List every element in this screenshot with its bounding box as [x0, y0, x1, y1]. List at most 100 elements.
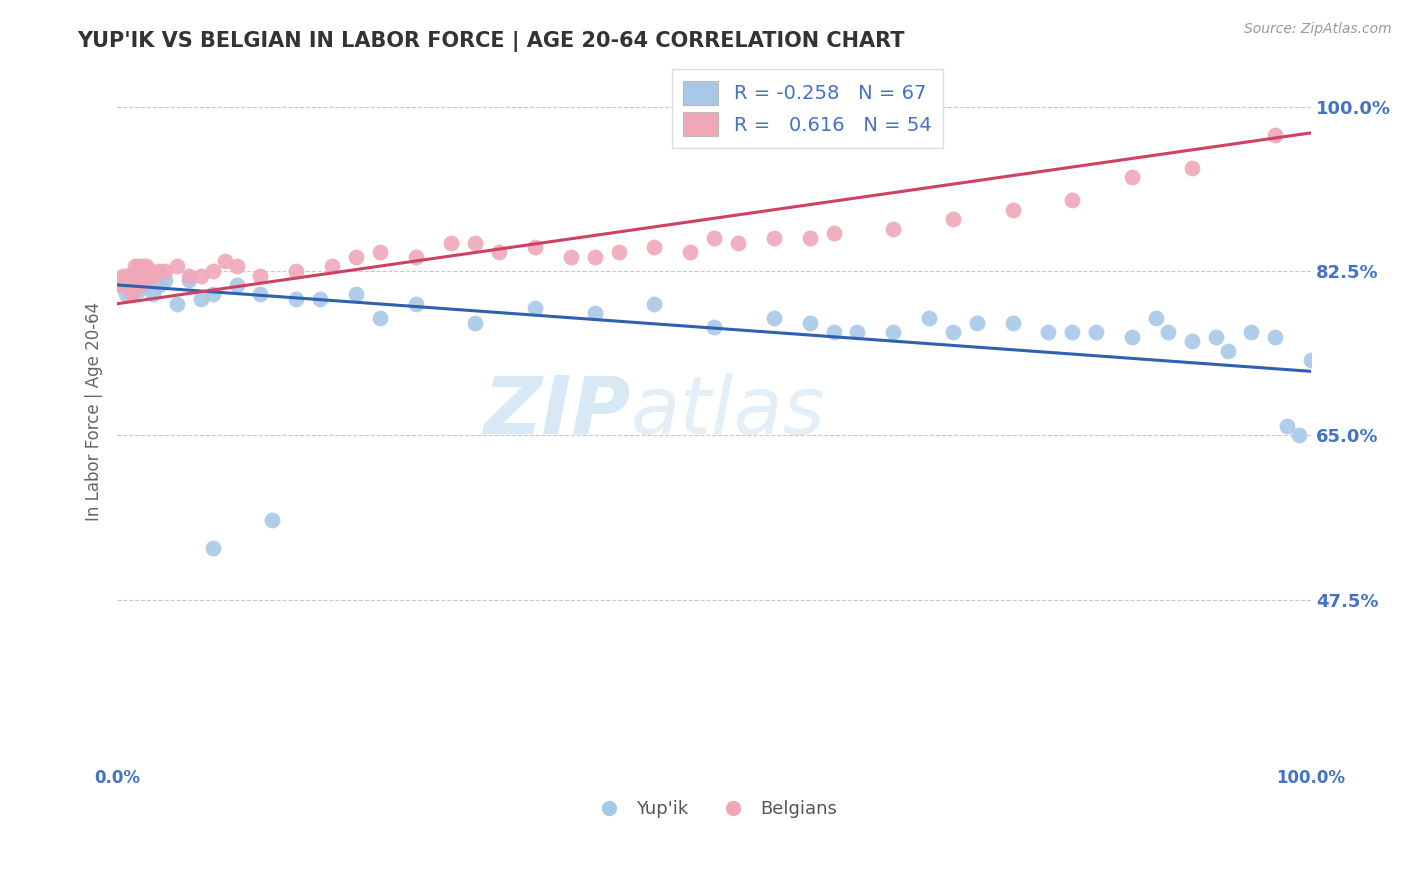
Point	[918, 310, 941, 325]
Point	[112, 277, 135, 292]
Point	[643, 297, 665, 311]
Point	[114, 287, 136, 301]
Point	[132, 259, 155, 273]
Point	[344, 287, 367, 301]
Point	[643, 240, 665, 254]
Point	[942, 212, 965, 227]
Point	[145, 273, 167, 287]
Point	[225, 259, 247, 273]
Point	[148, 264, 170, 278]
Point	[153, 273, 176, 287]
Text: atlas: atlas	[630, 373, 825, 450]
Point	[524, 301, 547, 316]
Point	[368, 310, 391, 325]
Point	[135, 259, 157, 273]
Point	[1085, 325, 1108, 339]
Point	[583, 306, 606, 320]
Point	[153, 264, 176, 278]
Point	[124, 273, 146, 287]
Point	[136, 268, 159, 283]
Point	[262, 513, 284, 527]
Point	[129, 277, 152, 292]
Point	[110, 277, 132, 292]
Point	[762, 231, 785, 245]
Text: ZIP: ZIP	[484, 373, 630, 450]
Point	[1157, 325, 1180, 339]
Point	[118, 277, 141, 292]
Point	[1264, 128, 1286, 142]
Point	[607, 245, 630, 260]
Point	[121, 287, 143, 301]
Point	[124, 259, 146, 273]
Point	[114, 268, 136, 283]
Point	[177, 273, 200, 287]
Point	[128, 259, 150, 273]
Point	[1216, 343, 1239, 358]
Point	[464, 316, 486, 330]
Point	[190, 292, 212, 306]
Point	[488, 245, 510, 260]
Point	[1001, 202, 1024, 217]
Point	[112, 268, 135, 283]
Point	[127, 268, 149, 283]
Point	[128, 283, 150, 297]
Point	[368, 245, 391, 260]
Point	[1240, 325, 1263, 339]
Point	[679, 245, 702, 260]
Point	[142, 287, 165, 301]
Point	[1144, 310, 1167, 325]
Point	[309, 292, 332, 306]
Text: YUP'IK VS BELGIAN IN LABOR FORCE | AGE 20-64 CORRELATION CHART: YUP'IK VS BELGIAN IN LABOR FORCE | AGE 2…	[77, 31, 905, 53]
Point	[1288, 428, 1310, 442]
Point	[117, 273, 139, 287]
Point	[285, 292, 308, 306]
Point	[464, 235, 486, 250]
Y-axis label: In Labor Force | Age 20-64: In Labor Force | Age 20-64	[86, 302, 103, 521]
Point	[166, 259, 188, 273]
Point	[201, 264, 224, 278]
Point	[846, 325, 869, 339]
Point	[1277, 418, 1299, 433]
Point	[823, 227, 845, 241]
Point	[115, 268, 138, 283]
Point	[120, 283, 142, 297]
Point	[321, 259, 343, 273]
Point	[128, 277, 150, 292]
Point	[583, 250, 606, 264]
Point	[1121, 329, 1143, 343]
Point	[118, 273, 141, 287]
Point	[214, 254, 236, 268]
Point	[134, 277, 156, 292]
Point	[1181, 334, 1204, 349]
Point	[225, 277, 247, 292]
Point	[1062, 194, 1084, 208]
Point	[190, 268, 212, 283]
Point	[762, 310, 785, 325]
Text: Source: ZipAtlas.com: Source: ZipAtlas.com	[1244, 22, 1392, 37]
Point	[121, 268, 143, 283]
Point	[1001, 316, 1024, 330]
Point	[942, 325, 965, 339]
Point	[125, 273, 148, 287]
Point	[201, 541, 224, 555]
Point	[1264, 329, 1286, 343]
Point	[139, 273, 162, 287]
Point	[440, 235, 463, 250]
Point	[799, 316, 821, 330]
Point	[122, 268, 145, 283]
Point	[139, 264, 162, 278]
Point	[823, 325, 845, 339]
Point	[799, 231, 821, 245]
Point	[166, 297, 188, 311]
Point	[132, 268, 155, 283]
Point	[405, 250, 427, 264]
Point	[148, 277, 170, 292]
Point	[727, 235, 749, 250]
Point	[1121, 169, 1143, 184]
Point	[703, 231, 725, 245]
Point	[966, 316, 988, 330]
Point	[129, 277, 152, 292]
Point	[115, 277, 138, 292]
Point	[560, 250, 582, 264]
Point	[1062, 325, 1084, 339]
